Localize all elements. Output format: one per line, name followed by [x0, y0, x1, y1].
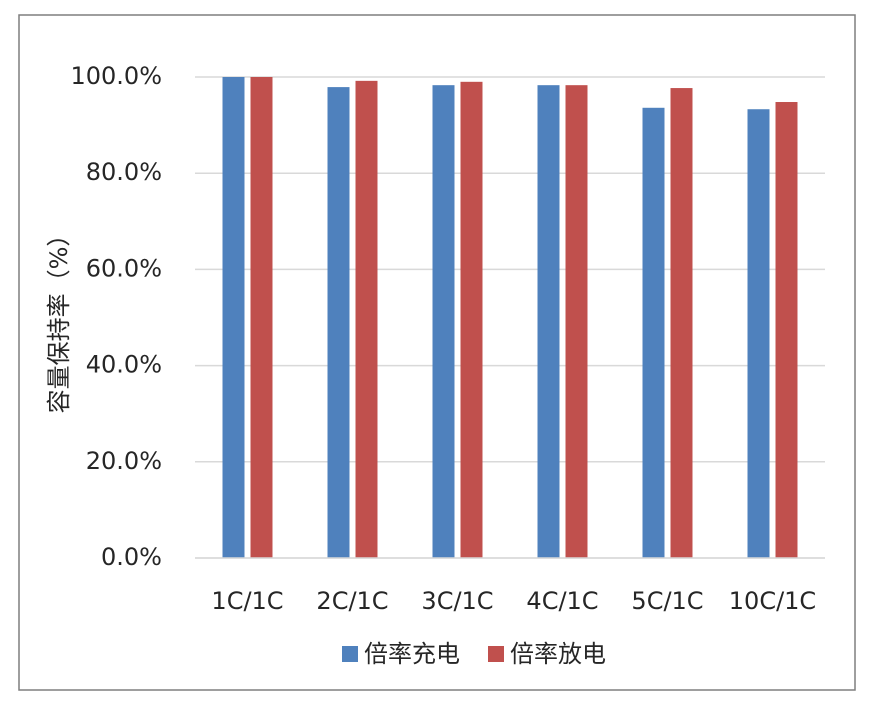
bar: [460, 81, 483, 558]
y-axis-label: 容量保持率（%）: [45, 223, 73, 414]
y-tick-label: 100.0%: [70, 62, 162, 90]
legend-swatch: [488, 646, 504, 662]
bar: [250, 77, 273, 558]
x-tick-label: 5C/1C: [631, 587, 703, 615]
bar: [222, 77, 245, 558]
y-tick-label: 20.0%: [86, 447, 162, 475]
bar: [642, 107, 665, 558]
bar: [355, 80, 378, 559]
x-tick-label: 1C/1C: [211, 587, 283, 615]
y-tick-label: 40.0%: [86, 351, 162, 379]
x-tick-label: 2C/1C: [316, 587, 388, 615]
x-tick-label: 3C/1C: [421, 587, 493, 615]
legend-swatch: [342, 646, 358, 662]
bar: [537, 85, 560, 558]
bar: [327, 87, 350, 558]
bar: [670, 88, 693, 559]
legend-label: 倍率充电: [364, 640, 460, 668]
bar: [432, 85, 455, 558]
y-tick-label: 0.0%: [101, 543, 162, 571]
bar: [747, 109, 770, 559]
legend-label: 倍率放电: [510, 640, 606, 668]
x-tick-label: 10C/1C: [729, 587, 816, 615]
x-tick-label: 4C/1C: [526, 587, 598, 615]
bar: [565, 85, 588, 558]
y-tick-label: 60.0%: [86, 254, 162, 282]
y-tick-label: 80.0%: [86, 158, 162, 186]
bar: [775, 102, 798, 559]
